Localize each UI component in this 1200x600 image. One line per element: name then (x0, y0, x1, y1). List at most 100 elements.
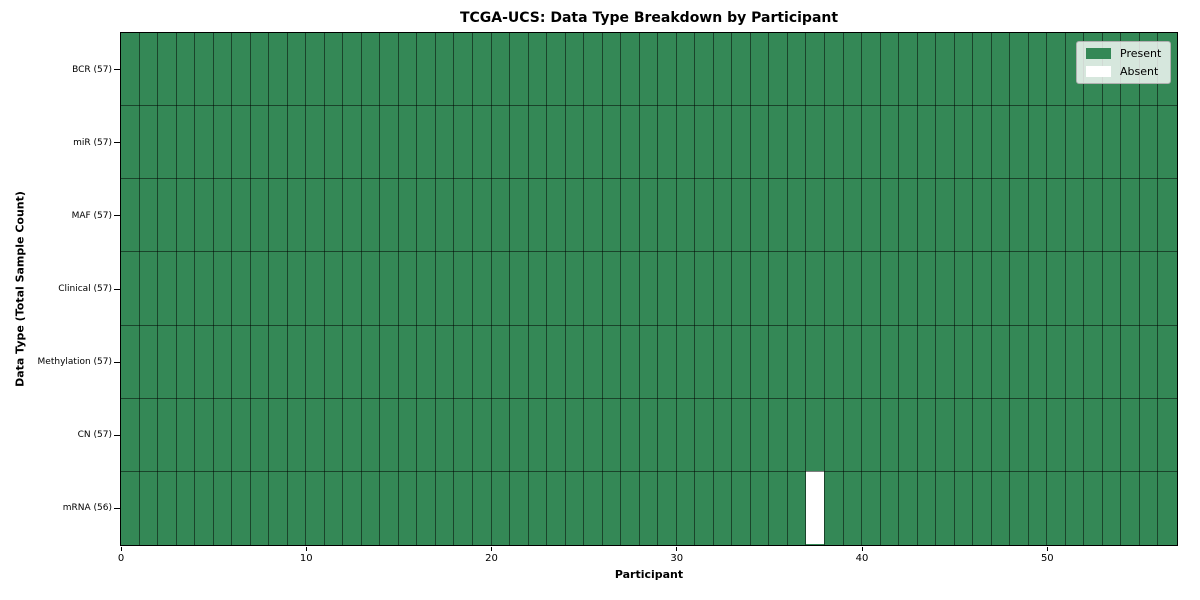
x-tick-mark (861, 546, 863, 551)
grid-line-vertical (861, 32, 863, 545)
x-tick-label: 0 (117, 553, 125, 564)
grid-line-vertical (1157, 32, 1159, 545)
y-tick-label: Methylation (57) (37, 357, 112, 368)
grid-line-vertical (916, 32, 918, 545)
grid-line-vertical (1120, 32, 1122, 545)
x-tick-mark (491, 546, 493, 551)
grid-line-vertical (898, 32, 900, 545)
x-tick-mark (120, 546, 122, 551)
grid-line-vertical (1064, 32, 1066, 545)
grid-line-vertical (175, 32, 177, 545)
y-tick-label: MAF (57) (71, 210, 112, 221)
grid-line-vertical (564, 32, 566, 545)
y-tick-mark (114, 434, 120, 436)
grid-line-vertical (675, 32, 677, 545)
y-tick-mark (114, 288, 120, 290)
grid-line-vertical (583, 32, 585, 545)
grid-line-vertical (472, 32, 473, 545)
grid-line-vertical (712, 32, 714, 545)
y-tick-mark (114, 215, 120, 217)
grid-line-vertical (231, 32, 233, 545)
y-tick-label: mRNA (56) (62, 503, 112, 514)
grid-line-vertical (768, 32, 770, 545)
grid-line-vertical (379, 32, 381, 545)
grid-line-vertical (1046, 32, 1048, 545)
grid-line-horizontal (120, 105, 1177, 107)
heatmap-cell-absent (805, 471, 825, 545)
grid-line-vertical (546, 32, 548, 545)
grid-line-vertical (434, 32, 436, 545)
legend-item-present: Present (1086, 47, 1161, 60)
grid-line-vertical (527, 32, 529, 545)
grid-line-vertical (990, 32, 992, 545)
grid-line-vertical (953, 32, 955, 545)
grid-line-vertical (453, 32, 455, 545)
x-tick-mark (1046, 546, 1048, 551)
grid-line-vertical (323, 32, 325, 545)
grid-line-vertical (824, 32, 825, 545)
y-tick-label: BCR (57) (72, 64, 112, 75)
y-tick-label: CN (57) (77, 430, 112, 441)
grid-line-vertical (620, 32, 622, 545)
grid-line-horizontal (120, 470, 1177, 472)
grid-line-vertical (731, 32, 733, 545)
grid-line-vertical (601, 32, 603, 545)
grid-line-vertical (1083, 32, 1085, 545)
grid-line-vertical (805, 32, 807, 545)
grid-line-vertical (286, 32, 288, 545)
grid-line-horizontal (120, 397, 1177, 399)
grid-line-vertical (972, 32, 974, 545)
chart-title: TCGA-UCS: Data Type Breakdown by Partici… (459, 10, 839, 26)
grid-line-vertical (138, 32, 140, 545)
x-tick-label: 50 (1040, 553, 1054, 564)
grid-line-vertical (842, 32, 844, 545)
grid-line-vertical (305, 32, 307, 545)
grid-line-vertical (1101, 32, 1103, 545)
y-tick-mark (114, 361, 120, 363)
grid-line-vertical (360, 32, 362, 545)
grid-line-vertical (749, 32, 751, 545)
grid-line-vertical (509, 32, 511, 545)
x-tick-label: 10 (299, 553, 313, 564)
x-tick-mark (305, 546, 307, 551)
grid-line-vertical (1009, 32, 1011, 545)
grid-line-vertical (657, 32, 659, 545)
y-tick-mark (114, 69, 120, 71)
grid-line-vertical (935, 32, 937, 545)
grid-line-vertical (1138, 32, 1140, 545)
plot-area (119, 31, 1178, 546)
grid-line-vertical (157, 32, 159, 545)
y-tick-mark (114, 142, 120, 144)
grid-line-vertical (786, 32, 788, 545)
grid-line-vertical (694, 32, 696, 545)
x-tick-mark (676, 546, 678, 551)
legend-item-absent: Absent (1086, 65, 1161, 78)
grid-line-vertical (342, 32, 344, 545)
legend-swatch-present-icon (1086, 48, 1111, 59)
legend: Present Absent (1076, 41, 1172, 84)
legend-label-absent: Absent (1120, 65, 1159, 78)
grid-line-horizontal (120, 324, 1177, 326)
grid-line-vertical (268, 32, 270, 545)
x-axis-label: Participant (614, 568, 684, 581)
grid-line-horizontal (120, 178, 1177, 180)
grid-line-vertical (490, 32, 492, 545)
grid-line-vertical (638, 32, 640, 545)
legend-label-present: Present (1120, 47, 1162, 60)
grid-line-horizontal (120, 251, 1177, 253)
x-tick-label: 40 (855, 553, 869, 564)
grid-line-vertical (212, 32, 214, 545)
grid-line-vertical (397, 32, 399, 545)
grid-line-vertical (1027, 32, 1029, 545)
grid-line-vertical (416, 32, 418, 545)
grid-line-vertical (879, 32, 881, 545)
grid-line-vertical (249, 32, 251, 545)
y-tick-label: Clinical (57) (58, 284, 112, 294)
legend-swatch-absent-icon (1086, 66, 1111, 77)
y-tick-mark (114, 507, 120, 509)
x-tick-label: 20 (485, 553, 498, 564)
grid-line-vertical (194, 32, 196, 545)
y-tick-label: miR (57) (73, 137, 112, 148)
x-tick-label: 30 (670, 553, 684, 564)
